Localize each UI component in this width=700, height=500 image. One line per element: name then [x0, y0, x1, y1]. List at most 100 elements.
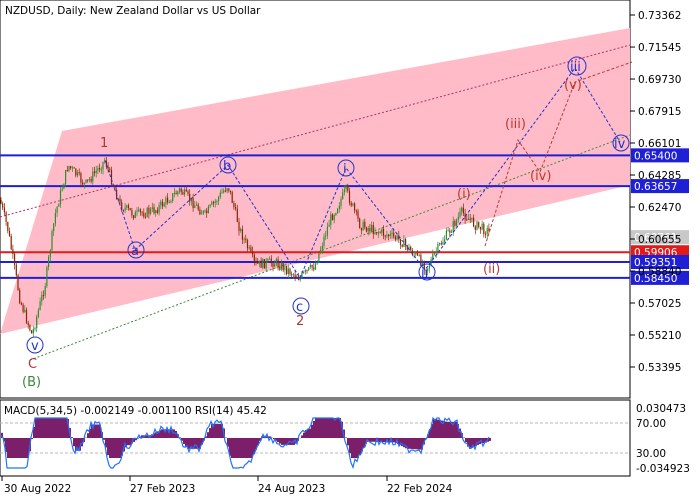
macd-bar [451, 421, 453, 438]
macd-bar [115, 438, 117, 458]
macd-bar [339, 418, 341, 438]
candle-body [63, 184, 65, 189]
candle-body [48, 256, 50, 267]
macd-bar [395, 438, 397, 443]
candle-body [291, 274, 293, 276]
candle-body [410, 246, 412, 251]
macd-bar [137, 438, 139, 439]
macd-bar [21, 438, 23, 458]
candle-body [476, 221, 478, 230]
macd-bar [325, 418, 327, 438]
macd-bar [485, 438, 487, 443]
candle-body [241, 228, 243, 240]
macd-bar [465, 438, 467, 443]
candle-body [396, 235, 398, 240]
candle-body [233, 202, 235, 208]
candle-body [143, 213, 145, 217]
candle-body [85, 179, 87, 183]
candle-body [374, 232, 376, 234]
candle-body [119, 198, 121, 203]
candle-body [185, 189, 187, 192]
macd-bar [129, 438, 131, 446]
candle-body [428, 265, 430, 269]
candle-body [481, 223, 483, 230]
macd-bar [163, 429, 165, 438]
candle-body [243, 238, 245, 240]
macd-bar [333, 418, 335, 438]
candle-body [25, 309, 28, 323]
wave-label-v: v [31, 339, 39, 354]
candle-body [218, 196, 220, 202]
candle-body [5, 212, 7, 222]
macd-bar [441, 420, 443, 438]
macd-bar [443, 421, 445, 438]
macd-bar [257, 438, 259, 446]
price-tick-label: 0.58840 [638, 266, 681, 278]
candle-body [170, 201, 172, 203]
candle-body [257, 262, 259, 264]
level-price-tag [631, 230, 689, 245]
candle-body [270, 258, 272, 264]
macd-bar [3, 438, 5, 442]
macd-bar [365, 438, 367, 444]
macd-bar [99, 424, 101, 438]
candle-body [92, 171, 94, 182]
candle-body [308, 267, 310, 271]
candle-body [27, 322, 29, 325]
macd-bar [79, 438, 81, 451]
wave-label-iii: iii [570, 60, 581, 75]
candle-body [484, 233, 487, 235]
wave-b-circle [219, 156, 237, 174]
candle-body [190, 198, 192, 202]
macd-bar [361, 438, 363, 452]
macd-bar [317, 418, 319, 438]
candle-body [31, 330, 33, 334]
macd-bar [59, 418, 61, 438]
candle-body [423, 262, 425, 270]
candle-body [144, 216, 147, 218]
macd-bar [211, 423, 213, 438]
candle-body [452, 221, 454, 232]
candle-body [141, 212, 143, 214]
macd-bar [233, 438, 235, 458]
candle-body [287, 268, 289, 274]
candle-body [124, 207, 126, 211]
wave-a-circle [127, 241, 145, 259]
macd-bar [121, 438, 123, 456]
candle-body [411, 250, 413, 256]
candle-body [316, 262, 318, 264]
candle-body [389, 234, 391, 237]
candle-body [17, 275, 19, 291]
candle-body [299, 277, 301, 280]
macd-bar [305, 429, 307, 438]
indicator-30-label: 30.00 [636, 448, 666, 460]
wave-iii-circle [567, 56, 587, 76]
macd-bar [447, 421, 449, 438]
upper-trendline [0, 44, 631, 218]
candle-body [76, 172, 79, 176]
candle-body [133, 215, 135, 219]
lower-trendline [29, 134, 631, 361]
candle-body [167, 197, 169, 203]
macd-bar [435, 419, 437, 438]
candle-body [209, 204, 211, 207]
macd-bar [179, 437, 181, 438]
candle-body [289, 268, 291, 275]
price-tick-label: 0.60655 [638, 234, 681, 246]
macd-bar [321, 418, 323, 438]
indicator-title: MACD(5,34,5) -0.002149 -0.001100 RSI(14)… [4, 405, 267, 417]
macd-bar [417, 438, 419, 450]
macd-bar [415, 438, 417, 450]
candle-body [212, 202, 215, 204]
candle-body [240, 228, 242, 231]
candle-body [229, 190, 232, 193]
macd-bar [347, 438, 349, 446]
candle-body [274, 263, 276, 267]
macd-bar [237, 438, 239, 458]
macd-bar [429, 429, 431, 438]
candle-body [306, 270, 308, 272]
macd-bar [397, 438, 399, 444]
candle-body [148, 207, 150, 214]
macd-bar [35, 418, 37, 438]
